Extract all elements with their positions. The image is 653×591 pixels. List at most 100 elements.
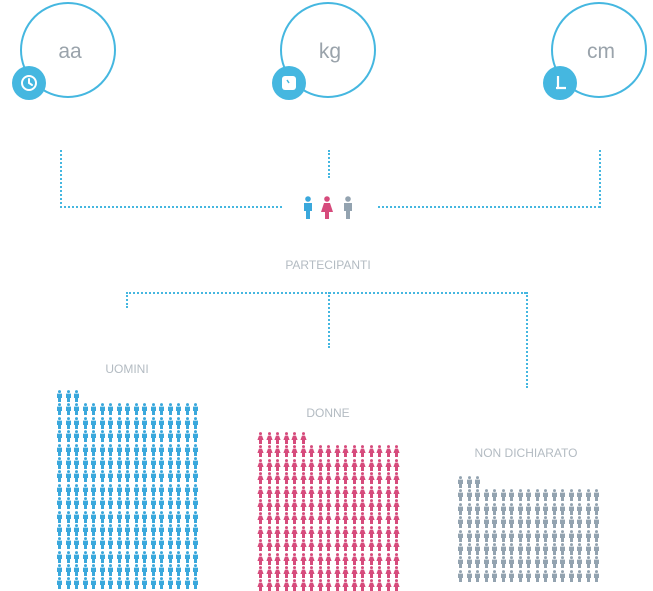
person-icon: [492, 543, 497, 555]
person-icon: [291, 445, 298, 458]
person-icon: [184, 403, 190, 416]
person-icon: [325, 499, 332, 511]
person-icon: [308, 458, 315, 471]
person-icon: [57, 416, 62, 429]
pictogram-cell: [192, 564, 199, 577]
pictogram-cell: [257, 525, 264, 538]
pictogram-cell: [167, 564, 174, 577]
person-icon: [74, 510, 79, 523]
person-icon: [517, 516, 523, 529]
person-icon: [116, 470, 122, 483]
person-icon: [458, 556, 463, 569]
people-icons: [300, 196, 356, 220]
person-icon: [91, 470, 96, 483]
pictogram-cell: [192, 470, 199, 483]
person-icon: [367, 579, 375, 591]
pictogram-cell: [308, 552, 315, 565]
pictogram-cell: [384, 525, 392, 538]
person-icon: [509, 569, 514, 582]
pictogram-cell: [99, 497, 106, 510]
pictogram-cell: [265, 525, 273, 538]
pictogram-cell: [342, 566, 349, 578]
pictogram-cell: [299, 552, 307, 565]
pictogram-cell: [568, 569, 575, 582]
pictogram-cell: [474, 476, 481, 488]
person-icon: [359, 458, 366, 471]
pictogram-cell: [150, 457, 157, 469]
pictogram-cell: [65, 470, 72, 483]
person-icon: [57, 524, 62, 536]
pictogram-cell: [393, 552, 400, 565]
stat-height-unit: cm: [587, 40, 615, 63]
male-icon: [304, 196, 312, 219]
person-icon: [57, 497, 62, 510]
person-icon: [483, 569, 489, 582]
person-icon: [159, 497, 164, 510]
pictogram-cell: [325, 579, 332, 591]
person-icon: [184, 470, 190, 483]
person-icon: [534, 516, 540, 529]
pictogram-cell: [466, 543, 473, 555]
person-icon: [57, 403, 62, 416]
person-icon: [316, 458, 324, 471]
pictogram-cell: [542, 543, 549, 555]
pictogram-cell: [150, 524, 157, 536]
pictogram-cell: [82, 577, 89, 590]
pictogram-cell: [291, 472, 298, 485]
pictogram-cell: [167, 430, 174, 443]
pictogram-cell: [90, 403, 97, 416]
pictogram-cell: [384, 539, 392, 552]
undeclared-pictogram-grid: [457, 476, 600, 582]
pictogram-cell: [325, 525, 332, 538]
pictogram-cell: [56, 457, 63, 469]
pictogram-cell: [282, 539, 290, 552]
pictogram-cell: [282, 499, 290, 511]
person-icon: [367, 472, 375, 485]
pictogram-cell: [56, 497, 63, 510]
pictogram-cell: [308, 539, 315, 552]
person-icon: [184, 457, 190, 469]
person-icon: [274, 512, 281, 525]
pictogram-cell: [141, 510, 148, 523]
person-icon: [125, 550, 130, 563]
pictogram-cell: [133, 470, 140, 483]
person-icon: [509, 543, 514, 555]
person-icon: [316, 552, 324, 565]
pictogram-cell: [457, 502, 464, 515]
person-icon: [65, 416, 71, 429]
pictogram-cell: [593, 476, 600, 488]
pictogram-cell: [158, 403, 165, 416]
pictogram-cell: [175, 524, 182, 536]
pictogram-cell: [316, 579, 324, 591]
person-icon: [393, 525, 400, 538]
pictogram-cell: [141, 390, 148, 402]
pictogram-cell: [376, 472, 383, 485]
pictogram-cell: [124, 524, 131, 536]
person-icon: [125, 457, 130, 469]
person-icon: [133, 524, 139, 536]
pictogram-cell: [342, 472, 349, 485]
person-icon: [193, 483, 198, 496]
pictogram-cell: [124, 483, 131, 496]
person-icon: [458, 569, 463, 582]
stat-height-ring: [551, 2, 647, 98]
pictogram-cell: [150, 510, 157, 523]
pictogram-cell: [90, 443, 97, 456]
pictogram-cell: [73, 457, 80, 469]
person-icon: [500, 516, 506, 529]
pictogram-cell: [291, 485, 298, 498]
pictogram-cell: [291, 579, 298, 591]
person-icon: [82, 510, 88, 523]
person-icon: [133, 510, 139, 523]
pictogram-cell: [559, 556, 566, 569]
pictogram-cell: [150, 497, 157, 510]
pictogram-cell: [585, 569, 592, 582]
person-icon: [350, 458, 358, 471]
person-icon: [108, 510, 113, 523]
person-icon: [551, 502, 557, 515]
pictogram-cell: [99, 443, 106, 456]
person-icon: [384, 458, 392, 471]
pictogram-cell: [593, 569, 600, 582]
person-icon: [350, 566, 358, 578]
pictogram-cell: [184, 416, 191, 429]
